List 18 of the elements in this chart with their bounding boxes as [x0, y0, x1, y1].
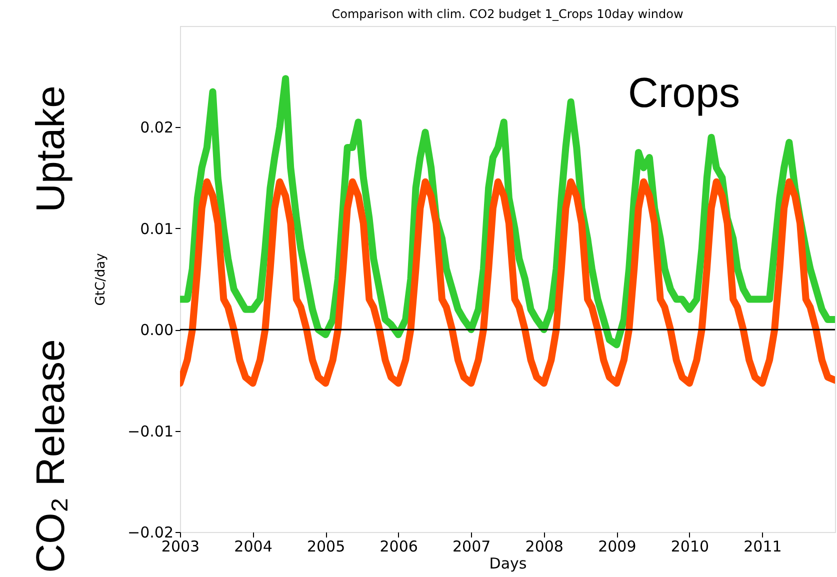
text: Uptake [29, 86, 73, 212]
x-tick-label: 2007 [452, 538, 491, 556]
y-tick-label: 0.02 [140, 118, 174, 137]
x-tick-label: 2006 [380, 538, 418, 556]
x-tick-label: 2008 [525, 538, 564, 556]
x-tick-label: 2009 [598, 538, 636, 556]
y-tick-label: 0.01 [140, 220, 174, 238]
x-tick-label: 2010 [670, 538, 710, 556]
y-tick-label: −0.01 [128, 422, 174, 440]
text: CO₂ Release [29, 339, 73, 573]
y-tick-label: 0.00 [140, 321, 174, 340]
chart-title: Comparison with clim. CO2 budget 1_Crops 10day window [332, 7, 684, 21]
y-axis-title: GtC/day [94, 252, 109, 306]
x-tick-label: 2011 [744, 538, 782, 556]
x-axis-title: Days [489, 554, 527, 572]
x-tick-label: 2005 [306, 538, 346, 556]
x-tick-label: 2004 [234, 538, 272, 556]
annotation: Crops [628, 69, 740, 116]
